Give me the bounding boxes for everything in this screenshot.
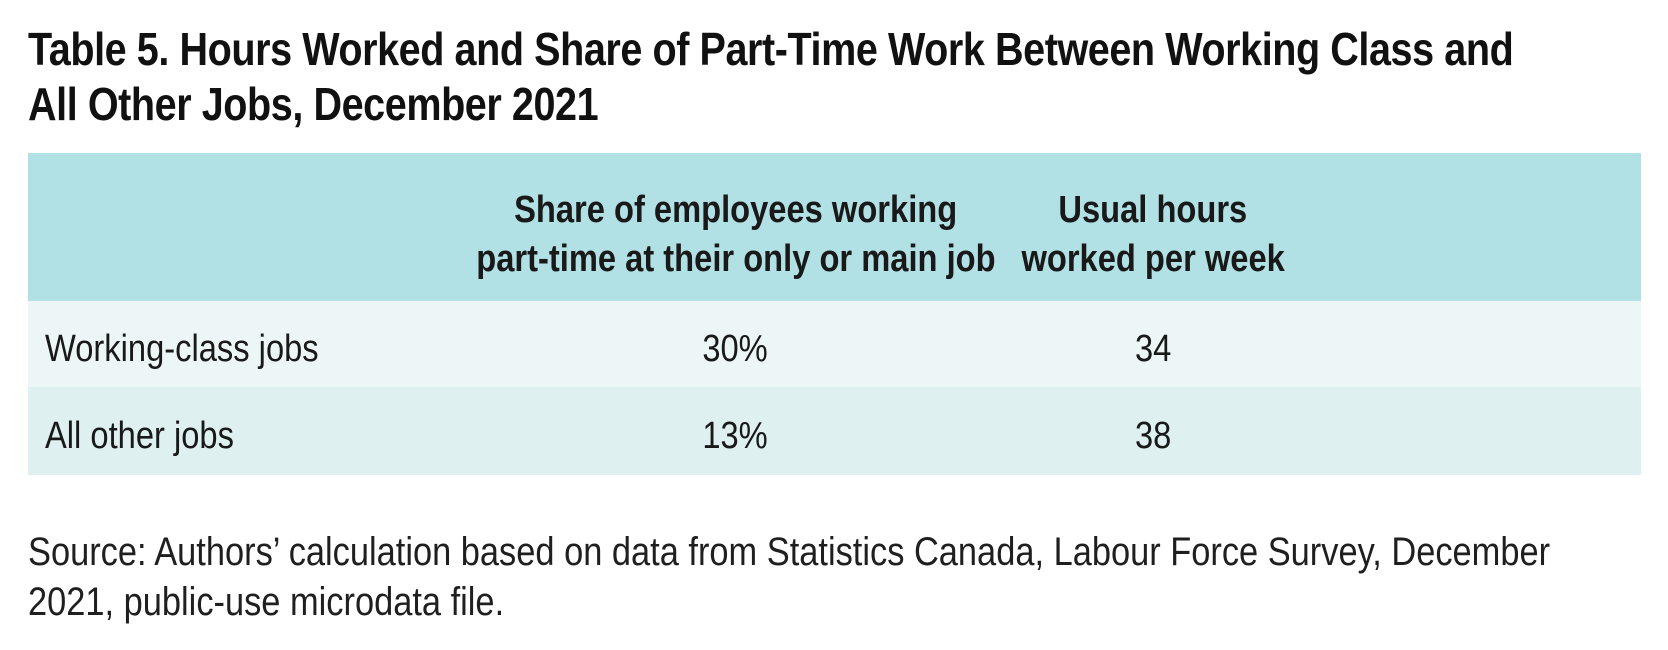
header-hours-line1: Usual hours (1058, 189, 1248, 231)
share-value-text: 30% (702, 327, 769, 370)
row-label: All other jobs (28, 387, 413, 475)
source-note-line1: Source: Authors’ calculation based on da… (28, 530, 1551, 574)
source-note: Source: Authors’ calculation based on da… (28, 527, 1668, 627)
table-title-line1: Table 5. Hours Worked and Share of Part-… (28, 23, 1514, 75)
table-row: Working-class jobs 30% 34 (28, 301, 1641, 387)
row-label-text: Working-class jobs (45, 327, 319, 370)
header-cell-hours: Usual hours worked per week (1021, 153, 1284, 301)
page: Table 5. Hours Worked and Share of Part-… (28, 22, 1668, 627)
row-label: Working-class jobs (28, 301, 413, 387)
spacer-cell (1248, 153, 1641, 301)
cell-share-value: 13% (413, 387, 1058, 475)
header-share-line1: Share of employees working (513, 189, 958, 231)
table-title-line2: All Other Jobs, December 2021 (28, 78, 599, 130)
hours-value-text: 34 (1134, 327, 1172, 370)
table-title: Table 5. Hours Worked and Share of Part-… (28, 22, 1668, 132)
cell-hours-value: 34 (1058, 301, 1248, 387)
header-cell-share: Share of employees working part-time at … (413, 153, 1058, 301)
row-label-text: All other jobs (45, 414, 234, 457)
spacer-cell (1248, 387, 1641, 475)
share-value-text: 13% (702, 414, 769, 457)
header-cell-empty (28, 153, 413, 301)
source-note-line2: 2021, public-use microdata file. (28, 580, 505, 624)
spacer-cell (1248, 301, 1641, 387)
data-table: Share of employees working part-time at … (28, 153, 1641, 475)
header-hours-line2: worked per week (1021, 238, 1285, 280)
hours-value-text: 38 (1134, 414, 1172, 457)
header-share-line2: part-time at their only or main job (475, 238, 996, 280)
cell-hours-value: 38 (1058, 387, 1248, 475)
table-header-row: Share of employees working part-time at … (28, 153, 1641, 301)
table-row: All other jobs 13% 38 (28, 387, 1641, 475)
cell-share-value: 30% (413, 301, 1058, 387)
